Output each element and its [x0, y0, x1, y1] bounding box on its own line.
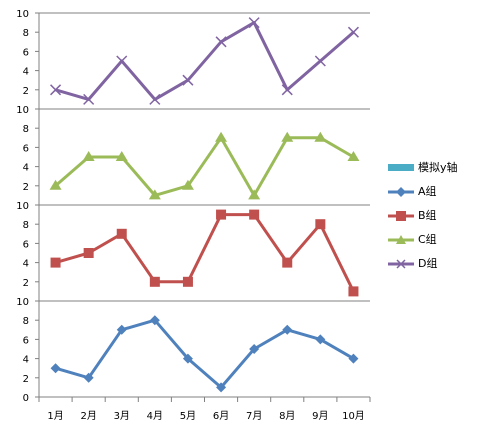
legend-symbol-a [388, 185, 414, 199]
x-tick-label: 6月 [213, 410, 229, 422]
series-line-A组 [55, 318, 355, 389]
y-tick-label: 8 [23, 124, 29, 135]
data-point-A组 [182, 353, 193, 364]
data-point-A组 [315, 334, 326, 345]
data-point-A组 [50, 363, 61, 374]
data-point-B组 [182, 276, 193, 287]
data-point-D组 [248, 17, 260, 29]
data-point-C组 [148, 189, 161, 200]
y-tick-label: 8 [23, 220, 29, 231]
legend-item-a: A组 [388, 185, 478, 209]
data-point-D组 [50, 84, 62, 96]
data-point-C组 [49, 179, 62, 190]
data-point-A组 [216, 382, 227, 393]
data-point-B组 [315, 219, 326, 230]
data-point-B组 [116, 228, 127, 239]
x-tick-label: 7月 [246, 410, 262, 422]
y-tick-label: 6 [23, 47, 29, 58]
x-tick-label: 10月 [342, 410, 365, 422]
data-point-D组 [83, 93, 95, 105]
data-point-A组 [116, 324, 127, 335]
data-point-D组 [281, 84, 293, 96]
legend-symbol-b [388, 209, 414, 223]
y-tick-label: 4 [23, 355, 29, 366]
data-point-D组 [347, 26, 359, 38]
y-tick-label: 6 [23, 239, 29, 250]
data-point-A组 [249, 344, 260, 354]
y-tick-label: 2 [23, 182, 29, 193]
y-tick-label: 0 [23, 393, 29, 404]
y-tick-label: 8 [23, 316, 29, 327]
data-point-A组 [348, 353, 359, 364]
y-tick-label: 6 [23, 335, 29, 346]
data-point-C组 [248, 189, 261, 200]
legend-symbol-d [388, 257, 414, 271]
data-point-C组 [314, 131, 327, 142]
x-tick-label: 9月 [312, 410, 328, 422]
legend-item-d: D组 [388, 257, 478, 281]
legend-label-c: C组 [418, 233, 437, 246]
data-point-C组 [281, 131, 294, 142]
data-point-B组 [149, 276, 160, 287]
y-tick-label: 6 [23, 143, 29, 154]
x-tick-label: 4月 [147, 410, 163, 422]
y-tick-label: 4 [23, 163, 29, 174]
data-point-A组 [149, 315, 160, 326]
data-point-B组 [282, 257, 293, 268]
data-point-A组 [282, 324, 293, 335]
y-tick-label: 10 [16, 297, 29, 308]
legend-label-d: D组 [418, 257, 438, 270]
data-point-D组 [116, 55, 128, 67]
data-point-D组 [314, 55, 326, 67]
data-point-C组 [181, 179, 194, 190]
data-point-B组 [83, 248, 94, 258]
legend-label-a: A组 [418, 185, 437, 198]
x-tick-label: 3月 [114, 410, 130, 422]
x-tick-label: 5月 [180, 410, 196, 422]
data-point-C组 [347, 151, 360, 161]
x-tick-label: 2月 [80, 410, 96, 422]
legend-item-dummy-axis: 模拟y轴 [388, 161, 478, 185]
data-point-D组 [215, 36, 227, 48]
data-point-B组 [50, 257, 61, 268]
data-point-B组 [249, 209, 260, 220]
data-point-C组 [215, 131, 228, 142]
data-point-D组 [182, 74, 194, 86]
legend-label-b: B组 [418, 209, 437, 222]
series-line-C组 [54, 136, 355, 197]
y-tick-label: 4 [23, 67, 29, 78]
data-point-D组 [149, 93, 161, 105]
legend: 模拟y轴 A组 B组 C组 D组 [388, 161, 478, 281]
data-point-B组 [348, 286, 359, 297]
y-tick-label: 10 [16, 9, 29, 20]
y-tick-label: 2 [23, 278, 29, 289]
y-tick-label: 10 [16, 105, 29, 116]
x-tick-label: 8月 [279, 410, 295, 422]
y-tick-label: 10 [16, 201, 29, 212]
data-point-A组 [83, 372, 94, 383]
legend-symbol-dummy-axis [388, 161, 414, 175]
y-tick-label: 2 [23, 374, 29, 385]
y-tick-label: 8 [23, 28, 29, 39]
series-line-D组 [55, 21, 355, 101]
data-point-C组 [115, 151, 128, 161]
y-tick-label: 4 [23, 259, 29, 270]
legend-item-c: C组 [388, 233, 478, 257]
data-point-C组 [82, 151, 95, 161]
x-tick-label: 1月 [47, 410, 63, 422]
y-tick-label: 2 [23, 86, 29, 97]
legend-symbol-c [388, 233, 414, 247]
series-line-B组 [55, 213, 355, 293]
data-point-B组 [216, 209, 227, 220]
legend-label-dummy-axis: 模拟y轴 [418, 161, 458, 174]
legend-item-b: B组 [388, 209, 478, 233]
